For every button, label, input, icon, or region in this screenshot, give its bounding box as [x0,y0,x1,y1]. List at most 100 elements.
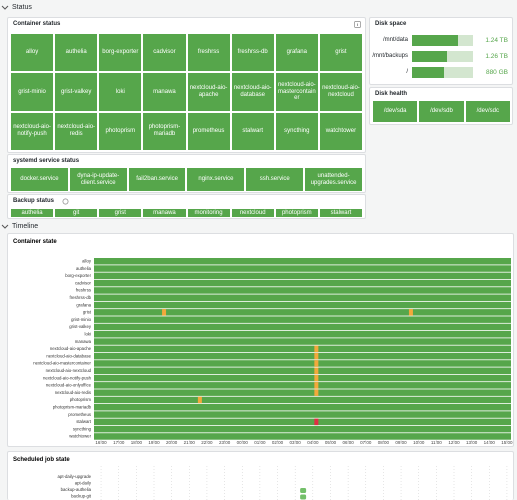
x-tick-label: 03:00 [290,440,302,445]
state-event [314,345,319,353]
container-state-panel: Container state alloy authelia borg-export… [7,233,514,447]
x-tick-label: 16:00 [95,440,107,445]
chevron[interactable] [0,223,10,231]
status-tile: nextcloud-aio-apache [187,73,230,111]
mount-label: /mnt/backups [372,53,408,59]
status-tile: syncthing [275,112,318,150]
x-tick-label: 05:00 [325,440,337,445]
tile-grid: alloy authelia borg-exporter cadvisor freshr… [11,34,362,150]
x-tick-label: 07:00 [360,440,372,445]
state-bar [94,360,511,367]
status-tile: authelia [55,34,98,72]
state-timeline: Container state alloy authelia borg-export… [13,239,513,445]
status-tile: nextcloud-aio-nextcloud [319,73,362,111]
panel-title: Backup status [13,198,55,204]
state-bar [94,294,511,301]
row-label: backup-git [71,494,92,499]
state-bar [94,272,511,280]
status-tile: manawa [143,73,186,111]
row-label: grist [83,310,92,315]
container-status-panel: Container status alloy authelia borg-expor… [7,17,366,153]
row-label: manawa [75,339,92,344]
row-label: backup-authelia [61,487,92,492]
state-bar [94,301,511,309]
x-tick-label: 23:00 [219,440,231,445]
status-tile: photoprism-mariadb [143,112,186,150]
status-tile: borg-exporter [99,34,142,72]
status-tile: /dev/sda [373,101,418,122]
row-label: nextcloud-aio-nextcloud [46,368,92,373]
state-event [314,374,319,382]
mount-label: / [406,69,408,75]
gauge-value: 1.26 TB [485,53,508,60]
info-icon[interactable] [354,21,361,28]
panel-title: Disk space [375,21,407,27]
row-label: freshrss [76,288,91,293]
state-bar [94,265,511,272]
gauge-bar [412,51,448,62]
state-bar [94,287,511,294]
state-bar [94,367,511,374]
gauge-value: 1.24 TB [485,37,508,44]
state-bar [94,258,511,265]
chevron[interactable] [0,4,10,12]
state-bar [94,411,511,418]
x-tick-label: 08:00 [378,440,390,445]
status-tile: alloy [11,34,54,72]
state-bar [94,331,511,338]
panel-title: Scheduled job state [13,457,70,463]
status-tile: prometheus [187,112,230,150]
state-bar [94,345,511,353]
gauge-bar [412,35,458,46]
status-tile: photoprism [275,209,318,217]
row-title[interactable]: Status [12,4,32,11]
x-tick-label: 01:00 [254,440,266,445]
status-tile: nextcloud-aio-redis [55,112,98,150]
gauge-bar [412,67,444,78]
x-tick-label: 17:00 [113,440,125,445]
status-tile: stalwart [319,209,362,217]
x-tick-label: 09:00 [395,440,407,445]
row-label: apt-daily [75,481,92,486]
systemd-panel: systemd service status docker.service dyn… [7,154,366,193]
job-timeline: Scheduled job state apt-daily-upgrade apt… [13,457,508,500]
row-label: grist-valkey [69,324,92,329]
state-bar [94,316,511,323]
backup-icon [62,198,69,205]
state-bar [94,433,511,440]
tile-grid: /dev/sda/dev/sdb/dev/sdc [373,101,510,122]
state-bar [94,323,511,331]
state-event [314,418,319,426]
x-tick-label: 12:00 [448,440,460,445]
job-event [300,494,307,500]
row-title[interactable]: Timeline [12,223,39,230]
row-label: nextcloud-aio-redis [55,390,91,395]
state-bar [94,396,511,404]
tile-grid: docker.service dyna-ip-update-client.serv… [11,168,362,191]
status-tile: grafana [275,34,318,72]
status-tile: loki [99,73,142,111]
gauge-value: 880 GB [485,69,508,76]
status-tile: monitoring [187,209,230,217]
row-label: prometheus [68,412,91,417]
row-label: nextcloud-aio-notify-push [43,375,92,380]
x-tick-label: 14:00 [484,440,496,445]
status-tile: nextcloud-aio-notify-push [11,112,54,150]
tile-grid: authelia git grist manawa monitoring nextclou… [11,209,362,217]
row-label: cadvisor [75,280,92,285]
status-tile: /dev/sdc [465,101,510,122]
x-tick-label: 22:00 [201,440,213,445]
row-label: nextcloud-aio-onlyoffice [46,383,92,388]
gauge-track [412,67,473,78]
row-label: grist-minio [71,317,91,322]
status-tile: /dev/sdb [419,101,464,122]
row-label: loki [85,332,91,337]
x-tick-label: 11:00 [431,440,442,445]
row-label: photoprism [70,397,92,402]
x-tick-label: 00:00 [237,440,249,445]
x-tick-label: 15:00 [501,440,513,445]
status-tile: photoprism [99,112,142,150]
state-event [314,367,319,374]
status-tile: nextcloud-aio-mastercontainer [275,73,318,111]
row-label: authelia [76,266,92,271]
